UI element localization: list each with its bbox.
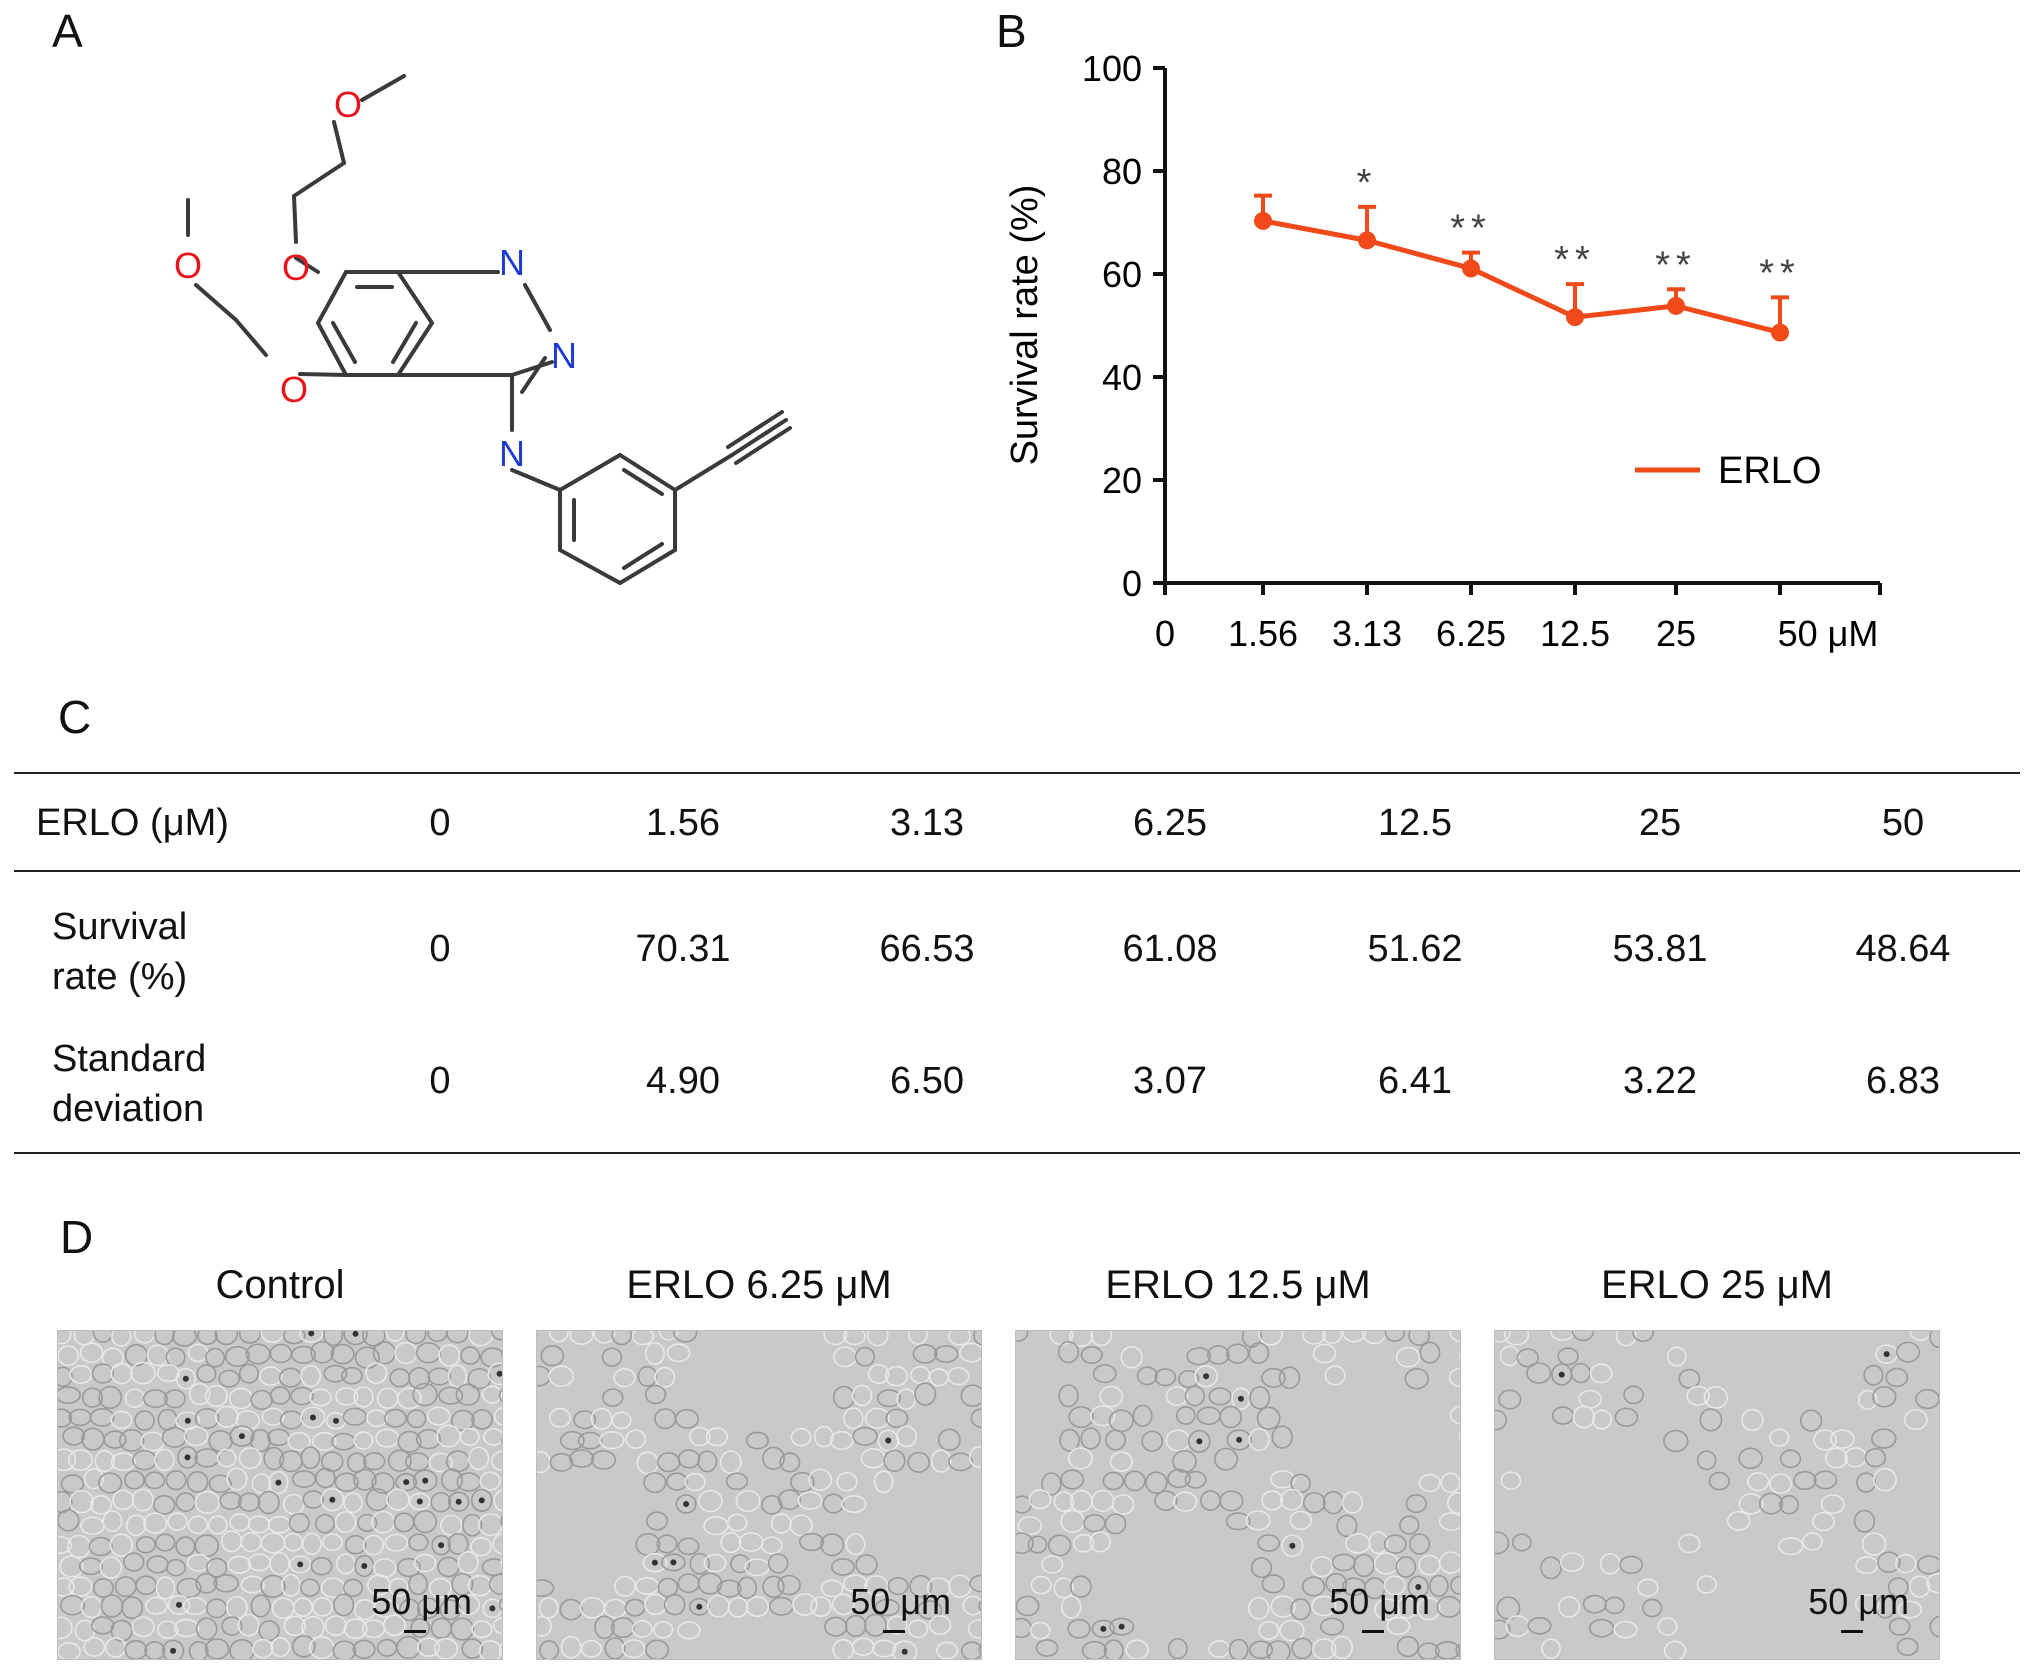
data-point [1462, 259, 1480, 278]
x-tick-label: 12.5 [1540, 613, 1610, 654]
table-cell: 51.62 [1367, 928, 1463, 970]
nitrogen-atom-label: N [499, 242, 525, 283]
significance-marker: ** [1554, 239, 1596, 281]
panel-label-d: D [60, 1211, 94, 1263]
significance-marker: ** [1655, 244, 1697, 286]
row-label-line: rate (%) [52, 956, 188, 998]
table-cell: 3.22 [1623, 1060, 1697, 1102]
panel-label-c: C [58, 691, 92, 743]
table-header-rule [14, 870, 2020, 872]
micrograph-title: ERLO 25 μM [1600, 1263, 1833, 1307]
table-cell: 48.64 [1855, 928, 1951, 970]
cell-texture [537, 1331, 981, 1659]
legend-label: ERLO [1718, 450, 1821, 492]
table-top-rule [14, 772, 2020, 774]
series-line-erlo [1262, 218, 1781, 335]
table-cell: 66.53 [879, 928, 975, 970]
micrograph-image: 50 μm [1015, 1330, 1461, 1660]
table-cell: 6.83 [1866, 1060, 1940, 1102]
nitrogen-atom-label: N [551, 335, 577, 376]
table-bottom-rule [14, 1152, 2020, 1154]
scale-bar-label: 50 μm [1808, 1581, 1909, 1622]
row-label-line: Survival [52, 906, 188, 948]
x-tick-label: 6.25 [1436, 613, 1506, 654]
table-cell: 3.07 [1133, 1060, 1207, 1102]
table-cell: 0 [429, 928, 451, 970]
table-cell: 0 [429, 1060, 451, 1102]
y-tick-label: 20 [1102, 460, 1142, 501]
data-point [1566, 308, 1584, 327]
micrograph-title: ERLO 6.25 μM [626, 1263, 892, 1307]
nitrogen-atom-label: N [499, 433, 525, 474]
table-header-cell: 0 [429, 802, 451, 844]
table-row-label: Survival rate (%) [52, 902, 187, 1002]
oxygen-atom-label: O [174, 245, 202, 286]
x-tick-label: 0 [1155, 613, 1175, 654]
micrograph-image: 50 μm [1494, 1330, 1940, 1660]
y-tick-label: 80 [1102, 151, 1142, 192]
table-cell: 61.08 [1122, 928, 1218, 970]
significance-marker: ** [1450, 208, 1492, 250]
table-header-cell: 6.25 [1133, 802, 1207, 844]
micrograph-image: 50 μm [57, 1330, 503, 1660]
oxygen-atom-label: O [334, 84, 362, 125]
row-label-line: deviation [52, 1088, 205, 1130]
y-tick-label: 40 [1102, 357, 1142, 398]
table-row-label: Standard deviation [52, 1034, 206, 1134]
data-point [1254, 211, 1272, 230]
row-label-line: Standard [52, 1038, 207, 1080]
significance-marker: ** [1759, 252, 1801, 294]
table-header-cell: 3.13 [890, 802, 964, 844]
x-tick-label: 50 μM [1778, 613, 1879, 654]
data-point [1771, 323, 1789, 342]
erlotinib-structure: O O O O N N N [174, 74, 792, 585]
cell-texture [1016, 1331, 1460, 1659]
scale-bar [404, 1630, 426, 1633]
x-tick-label: 1.56 [1228, 613, 1298, 654]
scale-bar [1841, 1630, 1863, 1633]
scale-bar-label: 50 μm [1329, 1581, 1430, 1622]
scale-bar [1362, 1630, 1384, 1633]
cell-texture [58, 1331, 502, 1659]
table-header-label: ERLO (μM) [36, 802, 229, 844]
table-cell: 53.81 [1612, 928, 1708, 970]
x-tick-label: 25 [1656, 613, 1696, 654]
panel-label-b: B [996, 5, 1027, 57]
x-tick-label: 3.13 [1332, 613, 1402, 654]
table-header-cell: 50 [1881, 802, 1925, 844]
cell-texture [1495, 1331, 1939, 1659]
y-axis-label: Survival rate (%) [1004, 185, 1046, 466]
table-cell: 6.50 [890, 1060, 964, 1102]
scale-bar-label: 50 μm [850, 1581, 951, 1622]
y-tick-label: 100 [1082, 48, 1142, 89]
table-header-cell: 25 [1638, 802, 1682, 844]
table-header-cell: 1.56 [646, 802, 720, 844]
oxygen-atom-label: O [280, 369, 308, 410]
data-point [1358, 231, 1376, 250]
scale-bar [883, 1630, 905, 1633]
table-header-cell: 12.5 [1378, 802, 1452, 844]
table-cell: 70.31 [635, 928, 731, 970]
micrograph-title: Control [215, 1263, 345, 1307]
micrograph-image: 50 μm [536, 1330, 982, 1660]
oxygen-atom-label: O [282, 247, 310, 288]
table-cell: 4.90 [646, 1060, 720, 1102]
micrograph-title: ERLO 12.5 μM [1105, 1263, 1371, 1307]
y-tick-label: 60 [1102, 254, 1142, 295]
significance-marker: * [1357, 162, 1378, 204]
panel-label-a: A [52, 5, 83, 57]
data-point [1667, 296, 1685, 315]
table-cell: 6.41 [1378, 1060, 1452, 1102]
y-tick-label: 0 [1122, 563, 1142, 604]
scale-bar-label: 50 μm [371, 1581, 472, 1622]
